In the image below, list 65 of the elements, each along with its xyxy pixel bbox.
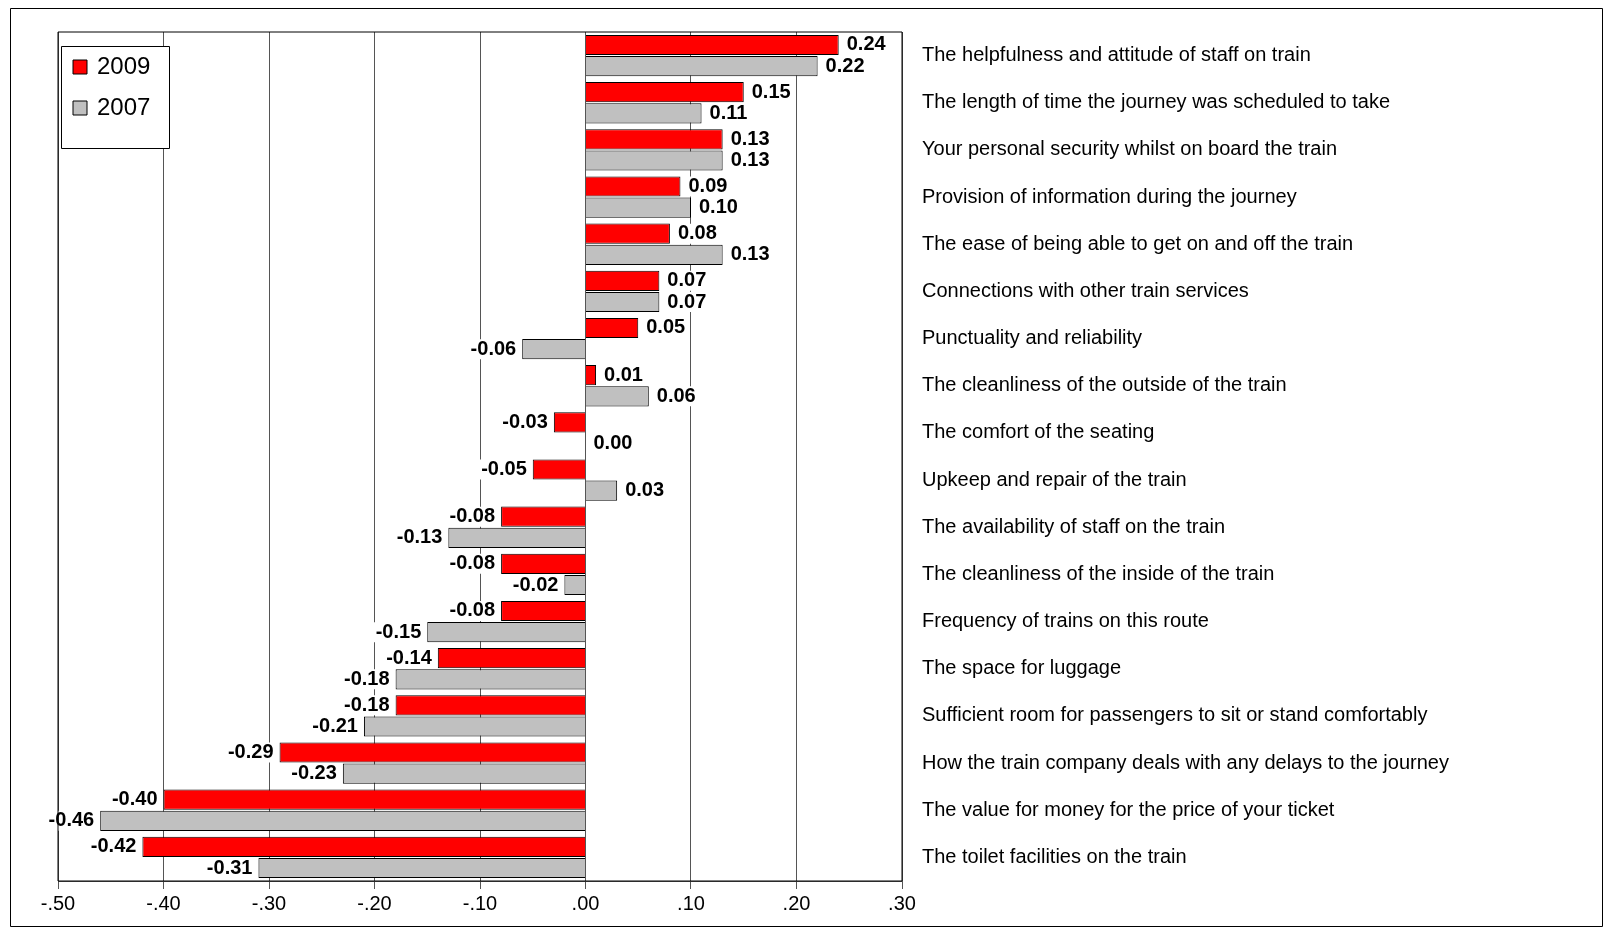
data-label: 0.13 [730,148,770,171]
y-tick-label: The cleanliness of the inside of the train [922,561,1275,584]
data-label: -0.18 [344,666,390,689]
y-tick-label: Your personal security whilst on board the train [922,137,1338,160]
data-label: -0.23 [291,761,337,784]
data-label: -0.13 [396,525,443,548]
data-label: -0.31 [206,855,253,878]
y-tick-label: The helpfulness and attitude of staff on train [922,43,1311,66]
x-tick-label: -.40 [146,891,181,914]
data-label: 0.10 [699,195,738,218]
data-label: 0.05 [646,315,686,338]
data-label: -0.02 [512,572,559,595]
data-label: -0.46 [48,808,95,831]
x-tick-label: -.20 [357,891,392,914]
data-label: 0.09 [688,173,728,196]
y-tick-label: Frequency of trains on this route [922,609,1209,632]
data-label: -0.42 [90,834,137,857]
x-tick-label: .20 [782,891,811,914]
x-tick-label: -.50 [40,891,76,914]
x-tick-label: .10 [677,891,705,914]
data-label: 0.11 [709,100,748,123]
data-label: -0.21 [312,714,358,737]
data-label: 0.24 [846,32,887,55]
y-tick-label: The toilet facilities on the train [922,844,1187,867]
x-tick-label: -.30 [251,891,287,914]
x-tick-label: .30 [888,891,916,914]
data-label: -0.15 [375,619,422,642]
data-label: 0.13 [730,126,770,149]
y-tick-label: The availability of staff on the train [922,514,1226,537]
y-tick-label: The value for money for the price of your ticket [922,797,1335,820]
legend-label: 2007 [97,92,151,120]
y-tick-label: Punctuality and reliability [922,326,1143,349]
y-tick-label: The cleanliness of the outside of the train [922,373,1287,396]
data-label: -0.08 [449,551,496,574]
y-tick-label: Connections with other train services [922,278,1249,301]
y-tick-label: How the train company deals with any delays to the journey [922,750,1449,773]
data-label: 0.00 [593,431,633,454]
data-label: -0.05 [481,456,527,479]
y-tick-label: The comfort of the seating [922,420,1155,443]
data-label: -0.29 [227,739,274,762]
data-label: -0.08 [449,598,496,621]
data-label: -0.40 [111,787,158,810]
data-label: 0.08 [677,221,717,244]
legend-label: 2009 [97,51,151,79]
y-tick-label: Provision of information during the journey [922,184,1297,207]
y-tick-label: Upkeep and repair of the train [922,467,1187,490]
data-label: -0.08 [449,504,496,527]
data-label: 0.01 [604,362,643,385]
y-tick-label: The length of time the journey was scheduled to take [922,90,1391,113]
data-label: -0.06 [470,336,517,359]
data-label: 0.07 [667,268,707,291]
y-tick-label: Sufficient room for passengers to sit or stand comfortably [922,703,1428,726]
y-tick-label: The space for luggage [922,656,1122,679]
data-label: -0.18 [344,692,390,715]
x-tick-label: .00 [571,891,600,914]
data-label: 0.03 [625,478,665,501]
y-tick-label: The ease of being able to get on and off the train [922,231,1354,254]
data-label: 0.13 [730,242,770,265]
data-label: -0.03 [502,409,548,432]
data-label: 0.07 [667,289,707,312]
data-label: 0.15 [751,79,791,102]
data-label: 0.06 [656,383,696,406]
x-tick-label: -.10 [462,891,498,914]
data-label: 0.22 [825,53,865,76]
data-label: -0.14 [386,645,433,668]
